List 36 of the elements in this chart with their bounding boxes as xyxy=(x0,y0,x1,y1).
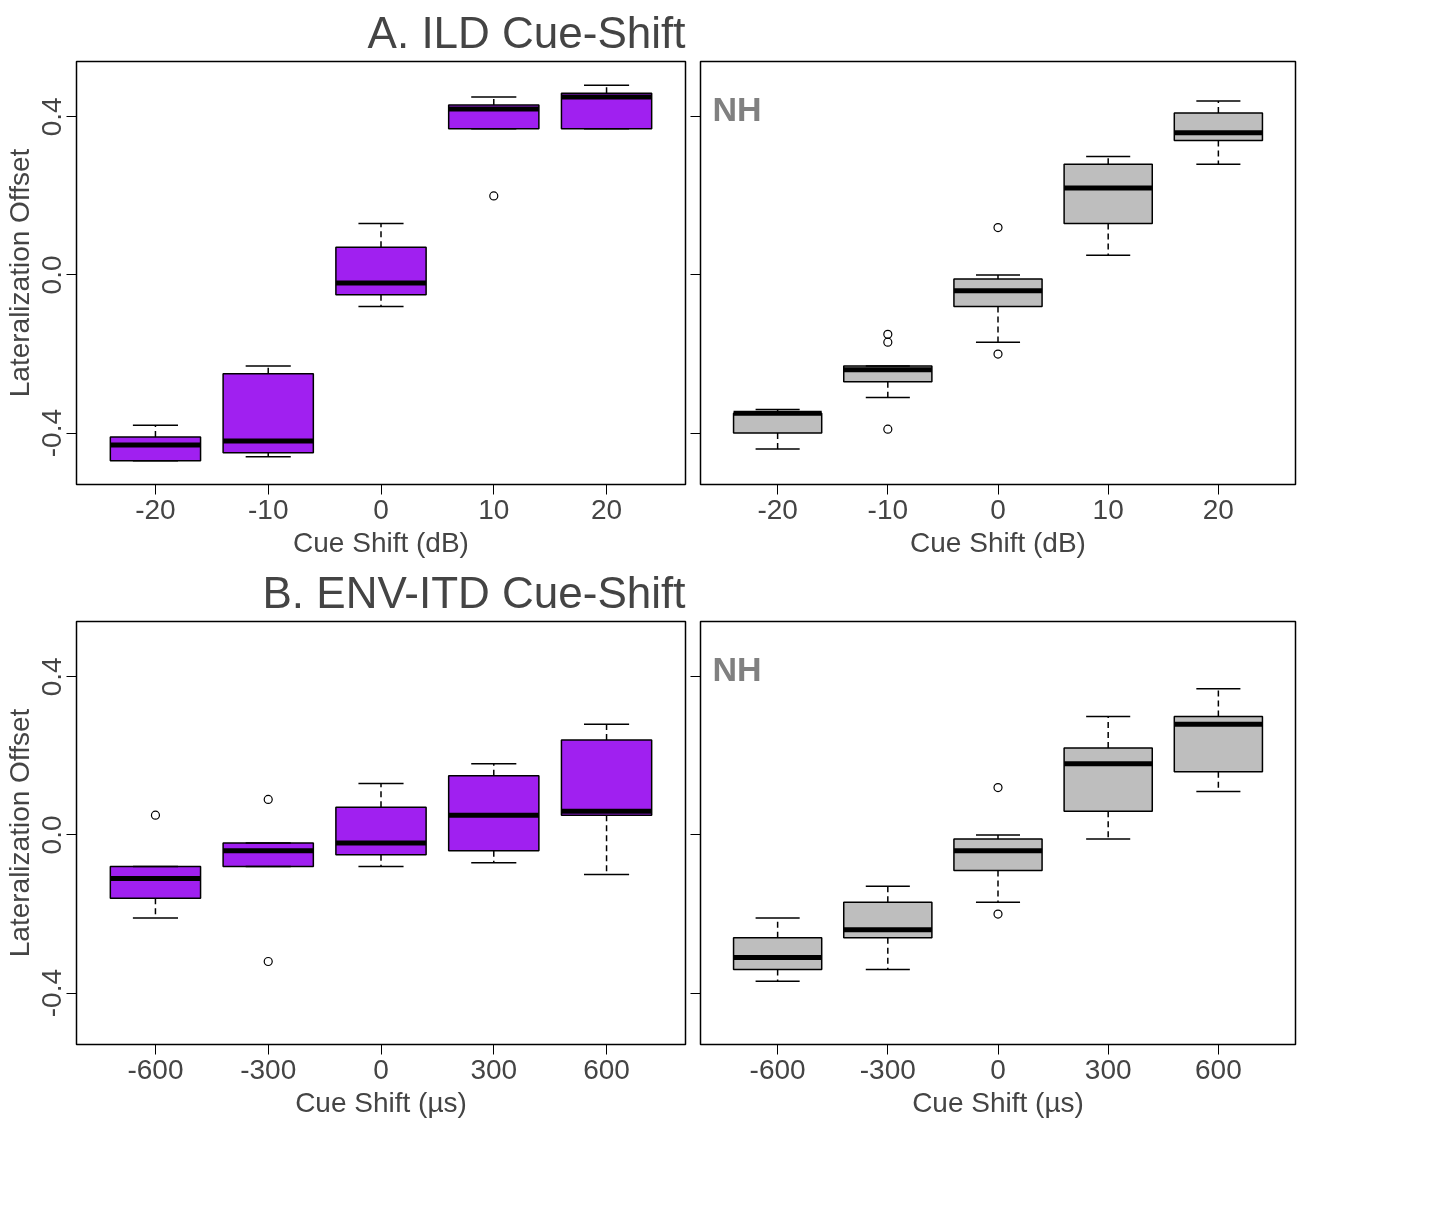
x-axis-title: Cue Shift (µs) xyxy=(295,1086,467,1118)
x-tick-label: -10 xyxy=(867,493,909,525)
x-tick-label: 600 xyxy=(583,1053,630,1085)
y-axis-title: Lateralization Offset xyxy=(3,708,35,958)
x-tick-label: 10 xyxy=(1092,493,1124,525)
x-tick-label: 0 xyxy=(373,1053,389,1085)
x-tick-label: -300 xyxy=(859,1053,916,1085)
y-tick-label: 0.4 xyxy=(36,97,68,137)
x-tick-label: 20 xyxy=(590,493,623,525)
y-tick-label: 0.0 xyxy=(36,255,68,295)
y-axis-title: Lateralization Offset xyxy=(3,148,35,398)
annotation: NH xyxy=(712,89,762,128)
x-tick-label: -600 xyxy=(127,1053,184,1085)
x-tick-label: -300 xyxy=(240,1053,297,1085)
x-tick-label: 0 xyxy=(990,1053,1006,1085)
x-tick-label: 300 xyxy=(470,1053,518,1085)
x-tick-label: 0 xyxy=(990,493,1006,525)
x-tick-label: -10 xyxy=(247,493,289,525)
x-tick-label: -20 xyxy=(135,493,176,525)
x-axis-title: Cue Shift (dB) xyxy=(293,526,469,558)
y-tick-label: 0.0 xyxy=(36,815,68,855)
x-tick-label: 600 xyxy=(1195,1053,1242,1085)
y-tick-label: -0.4 xyxy=(36,408,68,458)
x-axis-title: Cue Shift (dB) xyxy=(910,526,1086,558)
annotation: NH xyxy=(712,649,762,688)
chart-title: A. ILD Cue-Shift xyxy=(367,7,686,57)
x-tick-label: 20 xyxy=(1202,493,1234,525)
x-tick-label: 10 xyxy=(478,493,510,525)
x-tick-label: -20 xyxy=(757,493,798,525)
x-tick-label: -600 xyxy=(749,1053,806,1085)
y-tick-label: -0.4 xyxy=(36,968,68,1018)
chart-title: B. ENV-ITD Cue-Shift xyxy=(262,567,686,617)
x-tick-label: 300 xyxy=(1084,1053,1132,1085)
x-axis-title: Cue Shift (µs) xyxy=(912,1086,1084,1118)
x-tick-label: 0 xyxy=(373,493,389,525)
y-tick-label: 0.4 xyxy=(36,657,68,697)
